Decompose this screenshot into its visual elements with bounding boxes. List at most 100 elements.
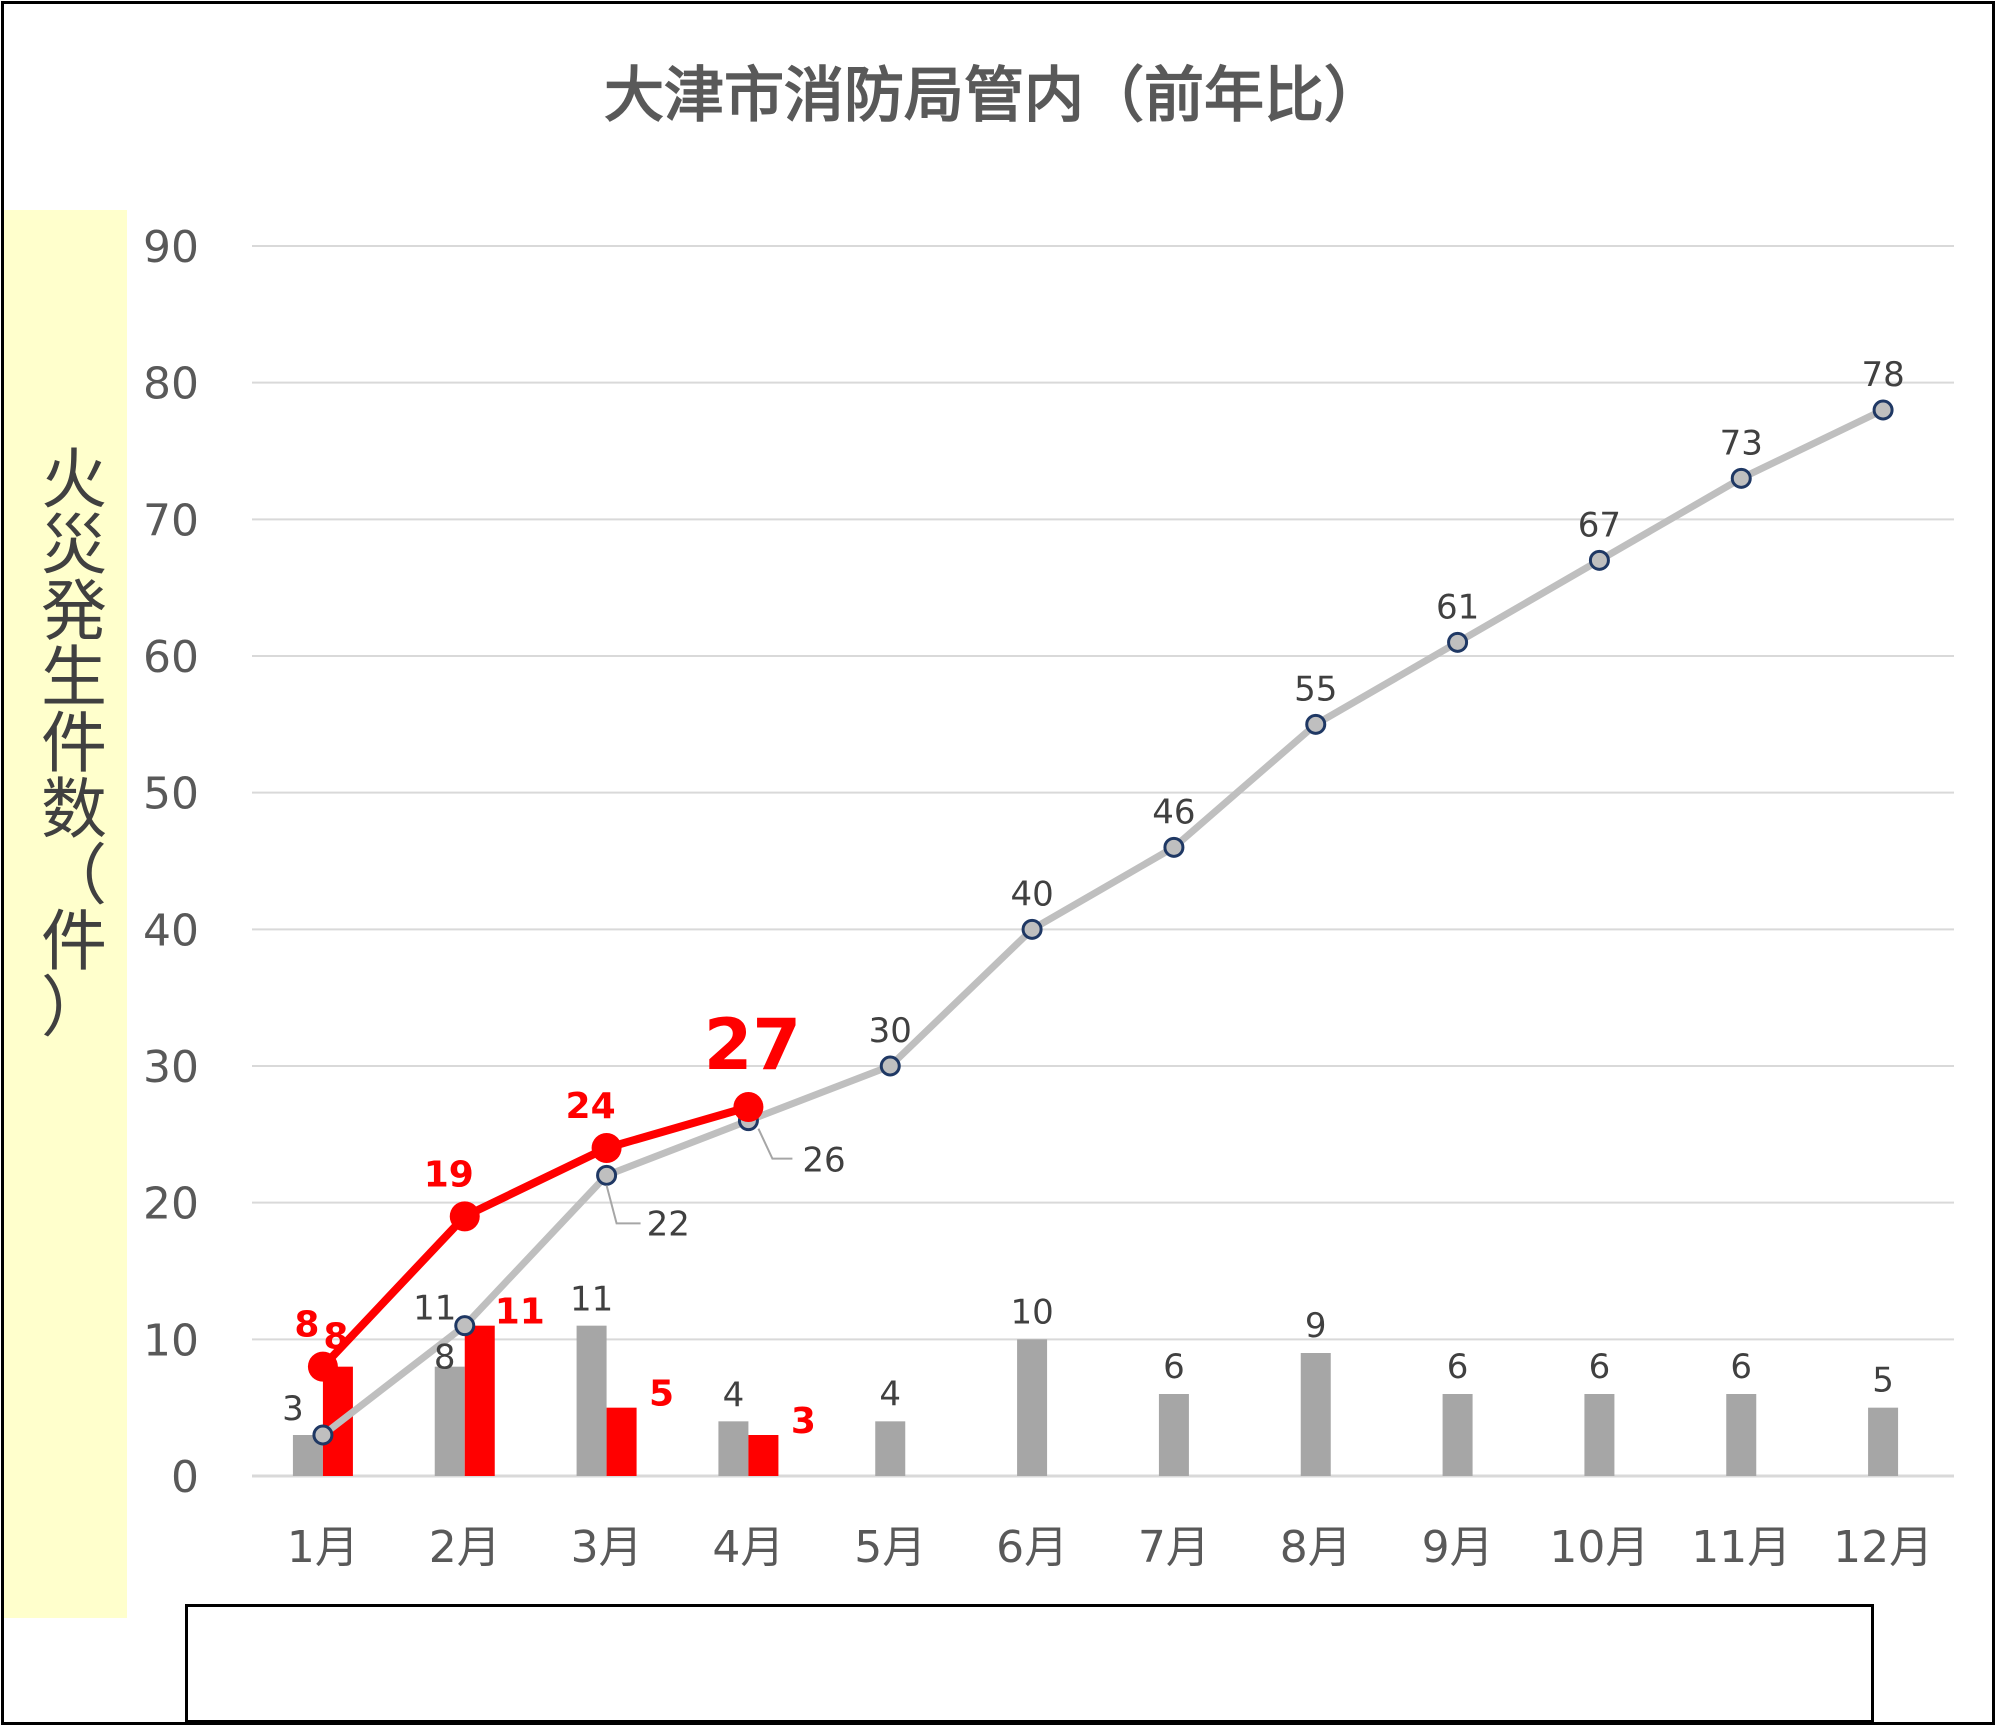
line-r7-value-label: 11 [413,1289,456,1329]
point-r8-cumulative [449,1201,480,1232]
line-r7-value-label: 73 [1720,423,1763,463]
bar-r8-monthly [464,1325,495,1476]
point-r8-cumulative [591,1133,622,1163]
line-r7-value-label: 61 [1436,587,1479,627]
point-r7-cumulative [1730,467,1752,489]
point-r7-cumulative [1163,836,1185,858]
bar-r7-monthly [1584,1394,1615,1476]
bar-r7-value-label: 6 [1163,1347,1185,1387]
y-axis-label-char: （ [41,837,107,914]
x-tick-label: 5月 [854,1522,926,1573]
y-tick-label: 20 [143,1179,199,1230]
y-axis-label-band [4,210,127,1618]
point-r7-cumulative [1588,549,1610,571]
bar-r7-value-label: 6 [1447,1347,1469,1387]
bars [292,1325,1899,1476]
line-r7-value-label: 78 [1861,355,1904,395]
y-tick-label: 80 [143,359,199,410]
x-tick-label: 7月 [1138,1522,1210,1573]
x-tick-label: 11月 [1691,1522,1791,1573]
bar-r7-value-label: 5 [1872,1361,1894,1401]
bar-r7-value-label: 8 [434,1338,456,1378]
point-r8-cumulative [307,1351,338,1382]
y-tick-label: 30 [143,1042,199,1093]
label-leader [757,1128,793,1160]
bar-r8-value-label: 11 [495,1292,545,1333]
bar-r7-value-label: 11 [570,1280,613,1320]
label-leader [605,1185,641,1225]
y-tick-labels: 0 10 20 30 40 50 60 70 80 90 [143,222,199,1503]
bar-r7-value-label: 4 [723,1375,745,1415]
bar-r7-monthly [1442,1394,1473,1476]
point-r7-cumulative [1447,631,1469,653]
x-tick-label: 9月 [1422,1522,1494,1573]
line-r7-value-label: 26 [802,1141,845,1181]
line-r7-value-label: 55 [1294,669,1337,709]
line-r7-value-label: 67 [1578,505,1621,545]
y-axis-label-char: ） [41,969,107,1046]
x-tick-label: 2月 [429,1522,501,1573]
bar-r7-value-label: 6 [1730,1347,1752,1387]
y-tick-label: 50 [143,769,199,820]
bar-r7-monthly [1868,1407,1899,1476]
point-r7-cumulative [596,1164,618,1186]
x-tick-label: 3月 [571,1522,643,1573]
line-r7-value-label: 30 [869,1011,912,1051]
line-r8-value-label: 27 [704,1004,801,1086]
line-r7-value-label: 22 [647,1204,690,1244]
bar-r7-monthly [434,1366,465,1476]
bar-r7-value-label: 6 [1589,1347,1611,1387]
y-axis-label-char: 火 [41,441,107,518]
line-r7-value-label: 40 [1010,874,1053,914]
x-tick-label: 6月 [996,1522,1068,1573]
line-r7-value-label: 46 [1152,792,1195,832]
gridlines [252,245,1954,1478]
point-r7-cumulative [879,1055,901,1077]
y-axis-label-char: 生 [41,639,107,716]
y-axis-label-char: 件 [41,903,107,980]
line-r8-value-label: 24 [566,1086,616,1127]
y-tick-label: 90 [143,222,199,273]
point-r7-cumulative [454,1315,476,1337]
x-tick-label: 4月 [712,1522,784,1573]
y-axis-label-char: 発 [41,573,107,650]
chart-title: 大津市消防局管内（前年比） [604,61,1384,131]
y-tick-label: 60 [143,632,199,683]
point-r7-cumulative [1021,918,1043,940]
bar-r7-monthly [576,1325,607,1476]
bar-r7-monthly [1300,1353,1331,1476]
bar-r7-monthly [718,1421,749,1476]
x-tick-label: 8月 [1280,1522,1352,1573]
lines [307,399,1894,1446]
bar-r7-value-label: 9 [1305,1306,1327,1346]
x-tick-label: 1月 [287,1522,359,1573]
bar-r7-monthly [1158,1394,1189,1476]
y-axis-label-char: 件 [41,705,107,782]
bar-r7-monthly [1017,1339,1048,1476]
legend-box [185,1604,1874,1723]
x-tick-label: 12月 [1833,1522,1933,1573]
bar-r8-monthly [748,1435,779,1476]
y-tick-label: 0 [171,1452,199,1503]
bar-r7-monthly [1726,1394,1757,1476]
line-r8-cumulative [320,1103,750,1370]
y-tick-label: 40 [143,905,199,956]
x-tick-label: 10月 [1549,1522,1649,1573]
bar-r7-value-label: 4 [879,1374,901,1414]
point-r7-cumulative [1305,713,1327,735]
line-r8-value-label: 19 [424,1154,474,1195]
bar-r7-monthly [875,1421,906,1476]
line-r8-value-label: 8 [294,1305,319,1346]
bar-r7-value-label: 3 [282,1389,304,1429]
bar-r8-value-label: 3 [791,1401,816,1442]
y-tick-label: 10 [143,1315,199,1366]
point-r7-cumulative [312,1424,334,1446]
x-tick-labels: 1月 2月 3月 4月 5月 6月 7月 8月 9月 10月 11月 12月 [287,1522,1933,1573]
bar-r8-value-label: 5 [649,1374,674,1415]
line-r7-cumulative [320,406,1885,1438]
y-axis-label-char: 災 [41,507,107,584]
